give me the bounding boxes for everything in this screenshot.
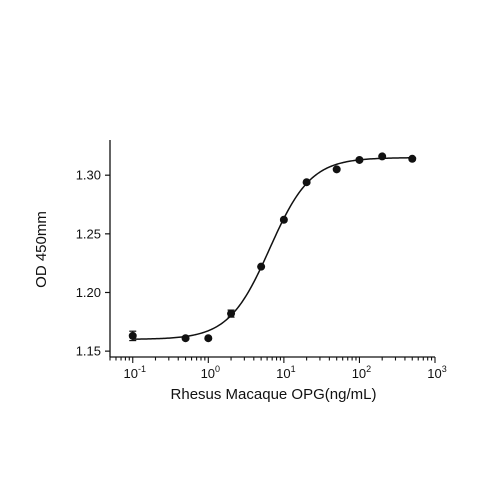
data-point <box>332 165 341 174</box>
data-points <box>128 152 417 343</box>
data-point <box>302 178 311 187</box>
data-point <box>257 262 266 271</box>
data-point <box>408 154 417 163</box>
x-tick-label: 10-1 <box>124 364 146 381</box>
y-tick-label: 1.20 <box>76 285 101 300</box>
y-axis-title: OD 450mm <box>33 211 50 288</box>
axes <box>109 140 435 358</box>
data-point <box>378 152 387 161</box>
y-tick-label: 1.15 <box>76 344 101 359</box>
y-tick-label: 1.25 <box>76 226 101 241</box>
x-tick-label: 101 <box>276 364 295 381</box>
data-point <box>181 334 190 343</box>
data-point <box>355 155 364 164</box>
x-ticks: 10-1 100 101 102 103 <box>109 357 447 381</box>
fit-curve <box>132 157 413 340</box>
y-tick-label: 1.30 <box>76 168 101 183</box>
x-axis-title: Rhesus Macaque OPG(ng/mL) <box>171 386 377 403</box>
data-point <box>227 309 236 318</box>
x-tick-label: 103 <box>427 364 446 381</box>
data-point <box>128 331 137 340</box>
data-point <box>279 215 288 224</box>
data-point <box>204 334 213 343</box>
y-ticks: 1.15 1.20 1.25 1.30 <box>76 168 110 359</box>
x-tick-label: 102 <box>352 364 371 381</box>
x-tick-label: 100 <box>201 364 220 381</box>
